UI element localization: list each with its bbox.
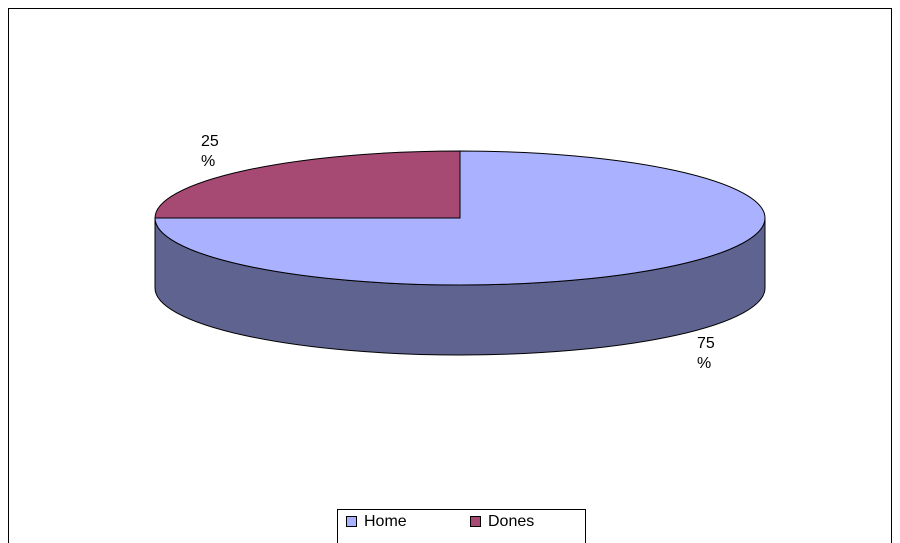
legend-label: Home xyxy=(364,513,407,530)
legend-box xyxy=(337,509,586,543)
data-label: 25 % xyxy=(200,132,219,170)
legend-swatch xyxy=(346,516,357,527)
data-label: 75 % xyxy=(697,335,715,373)
pie-slice xyxy=(154,150,461,219)
legend-swatch xyxy=(470,516,481,527)
legend-label: Dones xyxy=(488,513,534,530)
